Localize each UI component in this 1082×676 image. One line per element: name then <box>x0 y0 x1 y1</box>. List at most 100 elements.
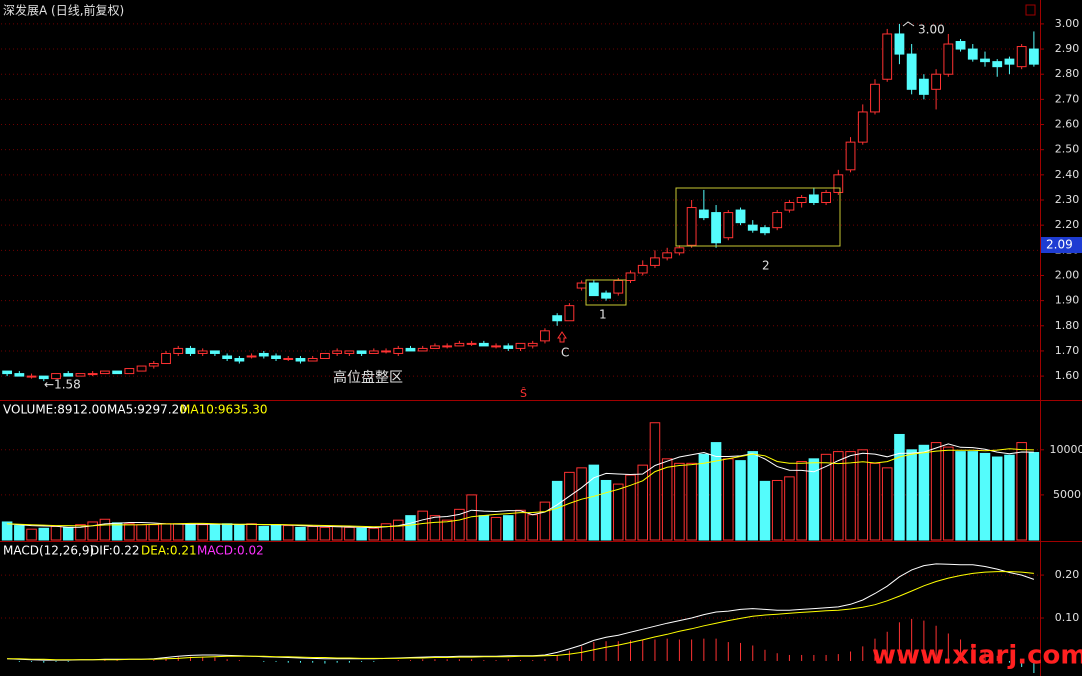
plot-layer: 1.601.701.801.902.002.102.202.302.402.50… <box>1 17 1082 673</box>
candle-body <box>307 357 318 362</box>
candle-body <box>38 375 49 380</box>
volume-bar <box>392 519 404 541</box>
volume-bar <box>808 458 820 541</box>
candle-body <box>246 355 257 358</box>
candle-body <box>784 202 795 211</box>
volume-bar <box>1004 454 1015 541</box>
volume-bar <box>906 449 917 541</box>
legend-ma5: MA5:9297.20 <box>107 403 187 417</box>
volume-bar <box>845 451 856 541</box>
volume-bar <box>1028 452 1040 541</box>
volume-bar <box>600 479 612 541</box>
volume-bar <box>356 527 367 541</box>
volume-bar <box>197 524 208 541</box>
legend-ma10: MA10:9635.30 <box>180 403 268 417</box>
volume-bar <box>380 523 392 541</box>
candle-body <box>136 365 147 372</box>
volume-bar <box>160 523 172 541</box>
volume-bar <box>295 526 306 541</box>
candle-body <box>26 375 37 378</box>
candle-body <box>344 350 355 354</box>
volume-bar <box>111 522 123 541</box>
candle-body <box>760 227 770 234</box>
candle-body <box>845 141 856 171</box>
candle-body <box>63 373 74 377</box>
candle-body <box>87 373 98 376</box>
volume-title: VOLUME:8912.00 <box>3 403 107 417</box>
candle-body <box>980 58 990 63</box>
volume-bar <box>75 524 86 541</box>
candle-body <box>51 373 61 380</box>
chart-title: 深发展A (日线,前复权) <box>3 3 124 18</box>
volume-bar <box>625 474 636 541</box>
volume-bar <box>869 462 881 541</box>
candle-body <box>931 73 942 90</box>
volume-bar <box>747 451 759 541</box>
candle-body <box>222 355 233 359</box>
volume-bar <box>723 458 734 541</box>
candle-body <box>723 212 734 239</box>
candle-body <box>197 350 208 354</box>
volume-bar <box>99 518 111 541</box>
volume-bar <box>943 446 954 541</box>
high-annotation: 3.00 <box>918 23 945 37</box>
volume-bar <box>710 442 722 541</box>
breakout-arrow <box>557 331 567 343</box>
volume-bar <box>246 523 257 541</box>
volume-bar <box>1 521 13 541</box>
candle-body <box>417 347 428 352</box>
ma-line <box>7 448 1034 528</box>
volume-bar <box>833 451 844 541</box>
volume-bar <box>930 442 942 541</box>
volume-bar <box>661 458 673 541</box>
candle-body <box>356 350 367 354</box>
candle-body <box>650 257 660 266</box>
breakout-label: C <box>561 346 569 360</box>
volume-bar <box>613 483 624 541</box>
candle-body <box>295 357 306 362</box>
legend-dif: DIF:0.22 <box>90 544 140 558</box>
candle-body <box>234 357 245 362</box>
volume-bar <box>307 525 318 541</box>
volume-bar <box>185 524 196 541</box>
candle-body <box>320 352 330 359</box>
volume-bar <box>759 480 771 541</box>
candle-body <box>772 212 783 229</box>
volume-bar <box>881 467 893 541</box>
volume-bar <box>38 527 50 541</box>
volume-bar <box>282 525 294 541</box>
volume-bar <box>918 444 930 541</box>
candle-body <box>381 350 391 353</box>
low-annotation: ←1.58 <box>44 378 81 392</box>
y-tick-label: 5000 <box>1053 488 1081 501</box>
candle-body <box>271 355 281 359</box>
candle-body <box>601 292 611 299</box>
candle-body <box>478 342 489 347</box>
y-tick-label: 1.60 <box>1055 369 1080 382</box>
watermark: www.xiarj.com <box>872 641 1082 671</box>
candle-body <box>698 209 709 219</box>
volume-bar <box>784 476 795 541</box>
volume-bar <box>417 510 428 541</box>
candle-body <box>943 43 954 75</box>
candle-body <box>662 252 673 259</box>
candle-body <box>637 264 648 274</box>
candle-body <box>564 305 575 322</box>
candle-body <box>430 345 440 349</box>
candle-body <box>588 282 599 297</box>
legend-dea: DEA:0.21 <box>141 544 197 558</box>
candle-body <box>686 207 697 246</box>
candle-body <box>405 347 416 352</box>
box-2-label: 2 <box>762 259 770 273</box>
corner-box <box>1025 4 1036 16</box>
candle-body <box>283 357 294 360</box>
price-tag <box>1041 237 1082 253</box>
candle-body <box>796 196 807 204</box>
volume-bar <box>405 515 416 541</box>
candle-body <box>747 224 758 231</box>
candle-body <box>625 272 636 282</box>
candle-body <box>894 33 905 55</box>
candle-body <box>967 48 978 60</box>
candle-body <box>992 61 1003 68</box>
